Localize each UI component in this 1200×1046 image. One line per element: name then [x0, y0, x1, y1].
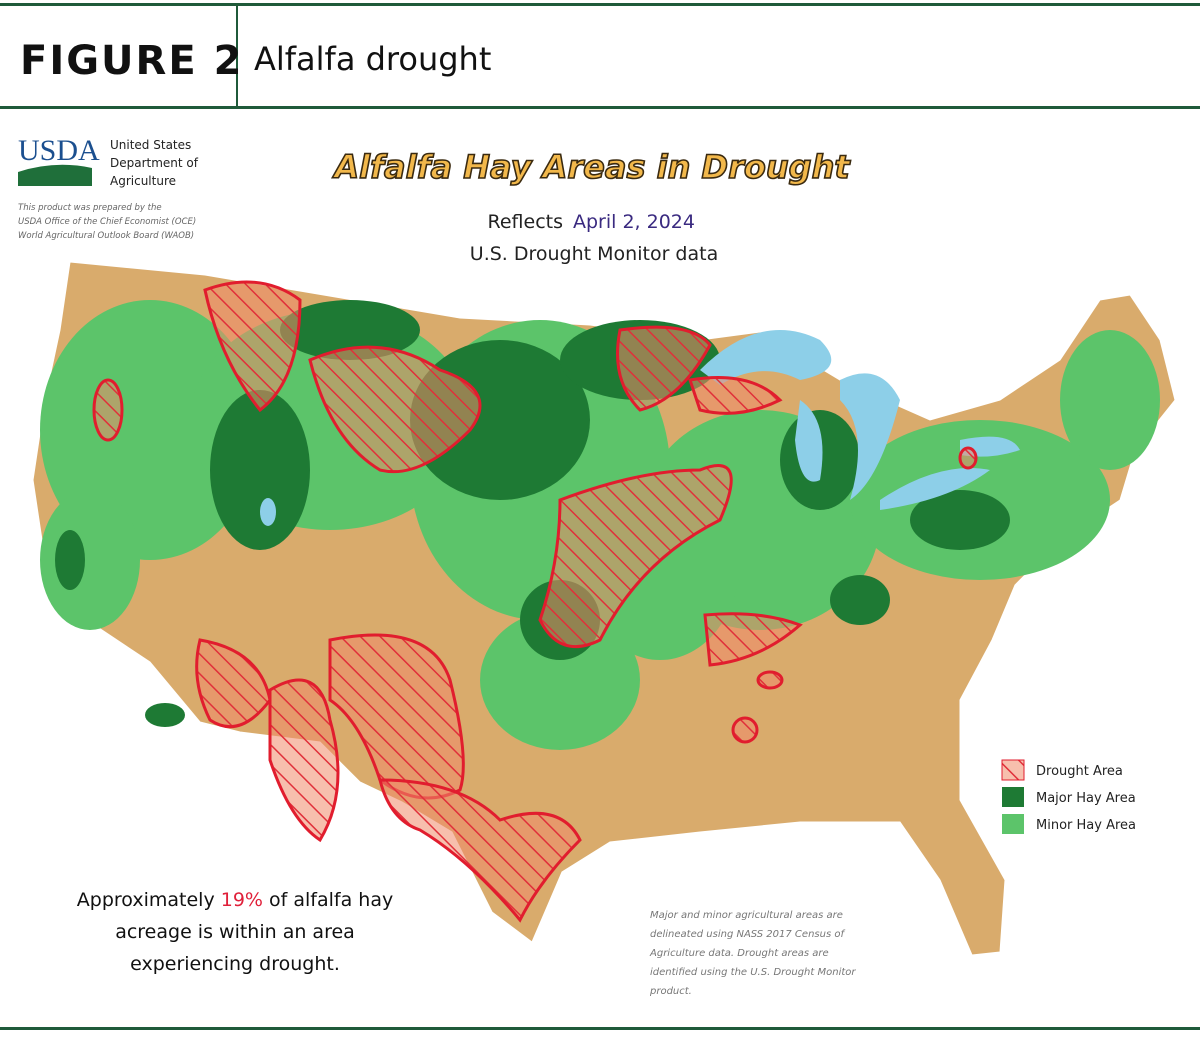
legend-swatch	[1002, 814, 1024, 834]
header-rule	[0, 106, 1200, 109]
top-rule	[0, 3, 1200, 6]
bottom-rule	[0, 1027, 1200, 1030]
note: delineated using NASS 2017 Census of	[650, 929, 845, 940]
map-title: Alfalfa Hay Areas in Drought	[331, 148, 851, 186]
summary: Approximately 19% of alfalfa hay	[77, 889, 393, 911]
map-subtitle: Reflects	[488, 211, 564, 233]
summary-text: acreage is within an area	[115, 921, 355, 943]
summary-text: experiencing drought.	[130, 953, 340, 975]
credit: USDA Office of the Chief Economist (OCE)	[18, 217, 196, 227]
credit: World Agricultural Outlook Board (WAOB)	[18, 231, 194, 241]
legend-label: Minor Hay Area	[1036, 818, 1136, 833]
map-date: April 2, 2024	[573, 211, 695, 233]
logo-swoosh	[18, 164, 92, 186]
summary-share: 19%	[221, 889, 263, 911]
map-subtitle: U.S. Drought Monitor data	[470, 243, 718, 265]
legend-label: Major Hay Area	[1036, 791, 1136, 806]
note: product.	[649, 986, 692, 997]
credit: This product was prepared by the	[18, 203, 162, 213]
note: identified using the U.S. Drought Monito…	[650, 967, 856, 978]
figure-label: FIGURE 2	[20, 38, 243, 84]
figure-title: Alfalfa drought	[254, 40, 491, 78]
us-map	[32, 261, 1176, 956]
note: Major and minor agricultural areas are	[650, 910, 843, 921]
legend-label: Drought Area	[1036, 764, 1123, 779]
legend-swatch	[1002, 787, 1024, 807]
agency-name: Agriculture	[110, 174, 176, 188]
summary-text: Approximately	[77, 889, 215, 911]
note: Agriculture data. Drought areas are	[649, 948, 829, 959]
agency-name: United States	[110, 138, 191, 152]
logo: USDA	[18, 134, 100, 167]
agency-name: Department of	[110, 156, 199, 170]
legend-swatch	[1001, 759, 1025, 781]
header-divider	[236, 6, 238, 106]
summary-text: of alfalfa hay	[269, 889, 393, 911]
